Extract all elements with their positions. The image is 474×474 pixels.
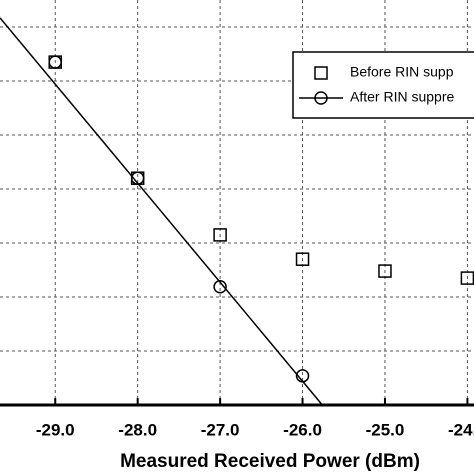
x-tick-label: -29.0: [36, 420, 75, 439]
marker-circle: [314, 91, 328, 105]
x-tick-label: -24.0: [448, 420, 474, 439]
marker-square: [295, 252, 310, 266]
marker-square: [460, 271, 474, 285]
marker-circle: [130, 171, 145, 185]
marker-circle: [213, 279, 227, 294]
fit-line: [0, 17, 323, 406]
marker-circle: [48, 55, 62, 69]
x-tick-label: -26.0: [283, 420, 322, 439]
x-tick-label: -25.0: [366, 420, 405, 439]
x-tick-label: -28.0: [118, 420, 157, 439]
marker-square: [314, 66, 328, 80]
marker-circle: [295, 369, 310, 383]
marker-square: [213, 228, 227, 242]
x-axis-label: Measured Received Power (dBm): [120, 451, 420, 472]
legend-box: [292, 51, 474, 119]
legend-label: Before RIN supp: [350, 64, 454, 80]
legend-label: After RIN suppre: [350, 89, 454, 105]
marker-square: [378, 264, 392, 278]
x-tick-label: -27.0: [201, 420, 240, 439]
